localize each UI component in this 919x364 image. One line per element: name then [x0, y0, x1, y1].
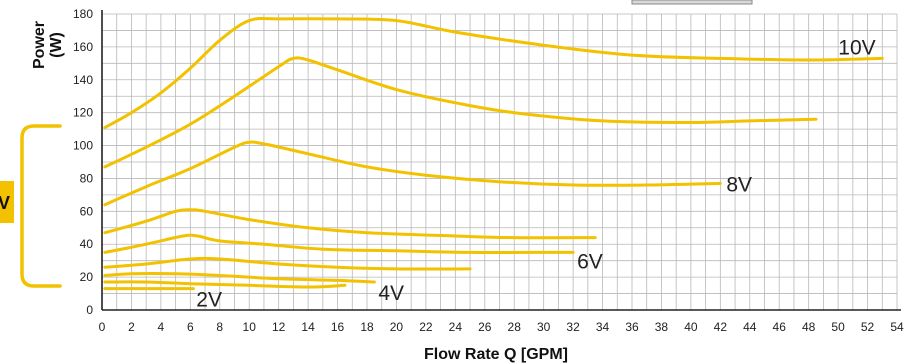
x-tick-label: 46 — [773, 320, 787, 334]
y-tick-label: 60 — [80, 204, 94, 218]
series-line-2 — [103, 56, 818, 169]
x-tick-label: 34 — [596, 320, 610, 334]
x-tick-label: 4 — [158, 320, 165, 334]
series-label-4v: 4V — [378, 282, 404, 305]
series-line-5 — [103, 233, 575, 255]
series-line-8 — [103, 280, 347, 289]
y-tick-label: 100 — [73, 139, 93, 153]
series-line-6 — [103, 256, 472, 271]
series-line-4 — [103, 208, 597, 240]
x-tick-label: 18 — [360, 320, 374, 334]
x-tick-label: 12 — [272, 320, 286, 334]
x-tick-label: 28 — [508, 320, 522, 334]
x-tick-label: 10 — [243, 320, 257, 334]
x-tick-label: 36 — [625, 320, 639, 334]
x-tick-label: 30 — [537, 320, 551, 334]
x-axis-title: Flow Rate Q [GPM] — [424, 346, 568, 363]
tick-labels: 0 2 4 6 8 10 12 14 16 18 20 22 24 26 28 30 32 34 36 38 40 42 4… — [73, 7, 904, 334]
x-tick-label: 32 — [566, 320, 580, 334]
y-tick-label: 180 — [73, 7, 93, 21]
bracket-badge — [0, 181, 14, 223]
series-line-7 — [103, 272, 376, 284]
top-right-box — [631, 0, 753, 5]
bracket-badge-label: V — [0, 193, 10, 213]
y-tick-label: 20 — [80, 270, 94, 284]
x-tick-label: 54 — [890, 320, 904, 334]
x-tick-label: 50 — [831, 320, 845, 334]
x-tick-label: 2 — [128, 320, 135, 334]
x-tick-label: 22 — [419, 320, 433, 334]
voltage-bracket: V — [0, 124, 62, 288]
x-tick-label: 52 — [861, 320, 875, 334]
x-tick-label: 20 — [390, 320, 404, 334]
y-axis-title-line1: Power — [31, 21, 48, 69]
series-labels: 10V 8V 6V 4V 2V — [196, 36, 875, 311]
series-label-6v: 6V — [577, 250, 603, 273]
y-tick-label: 80 — [80, 171, 94, 185]
bracket-shape — [20, 124, 62, 288]
y-axis-title-line2: (W) — [48, 32, 65, 58]
x-tick-label: 38 — [655, 320, 669, 334]
series-label-10v: 10V — [838, 36, 875, 59]
x-tick-label: 24 — [449, 320, 463, 334]
x-tick-label: 40 — [684, 320, 698, 334]
series-lines — [103, 17, 884, 291]
x-tick-label: 44 — [743, 320, 757, 334]
x-tick-label: 6 — [187, 320, 194, 334]
x-tick-label: 0 — [99, 320, 106, 334]
x-tick-label: 26 — [478, 320, 492, 334]
x-tick-label: 8 — [216, 320, 223, 334]
grid-lines — [101, 13, 898, 311]
series-line-3 — [103, 140, 722, 207]
y-tick-label: 120 — [73, 106, 93, 120]
series-label-2v: 2V — [196, 289, 222, 312]
series-line-1 — [103, 17, 884, 129]
series-label-8v: 8V — [726, 173, 752, 196]
y-tick-label: 160 — [73, 40, 93, 54]
axes — [101, 10, 901, 311]
y-tick-label: 0 — [86, 303, 93, 317]
y-tick-label: 40 — [80, 237, 94, 251]
x-tick-label: 42 — [714, 320, 728, 334]
y-tick-label: 140 — [73, 73, 93, 87]
x-tick-label: 48 — [802, 320, 816, 334]
x-tick-label: 14 — [301, 320, 315, 334]
x-tick-label: 16 — [331, 320, 345, 334]
